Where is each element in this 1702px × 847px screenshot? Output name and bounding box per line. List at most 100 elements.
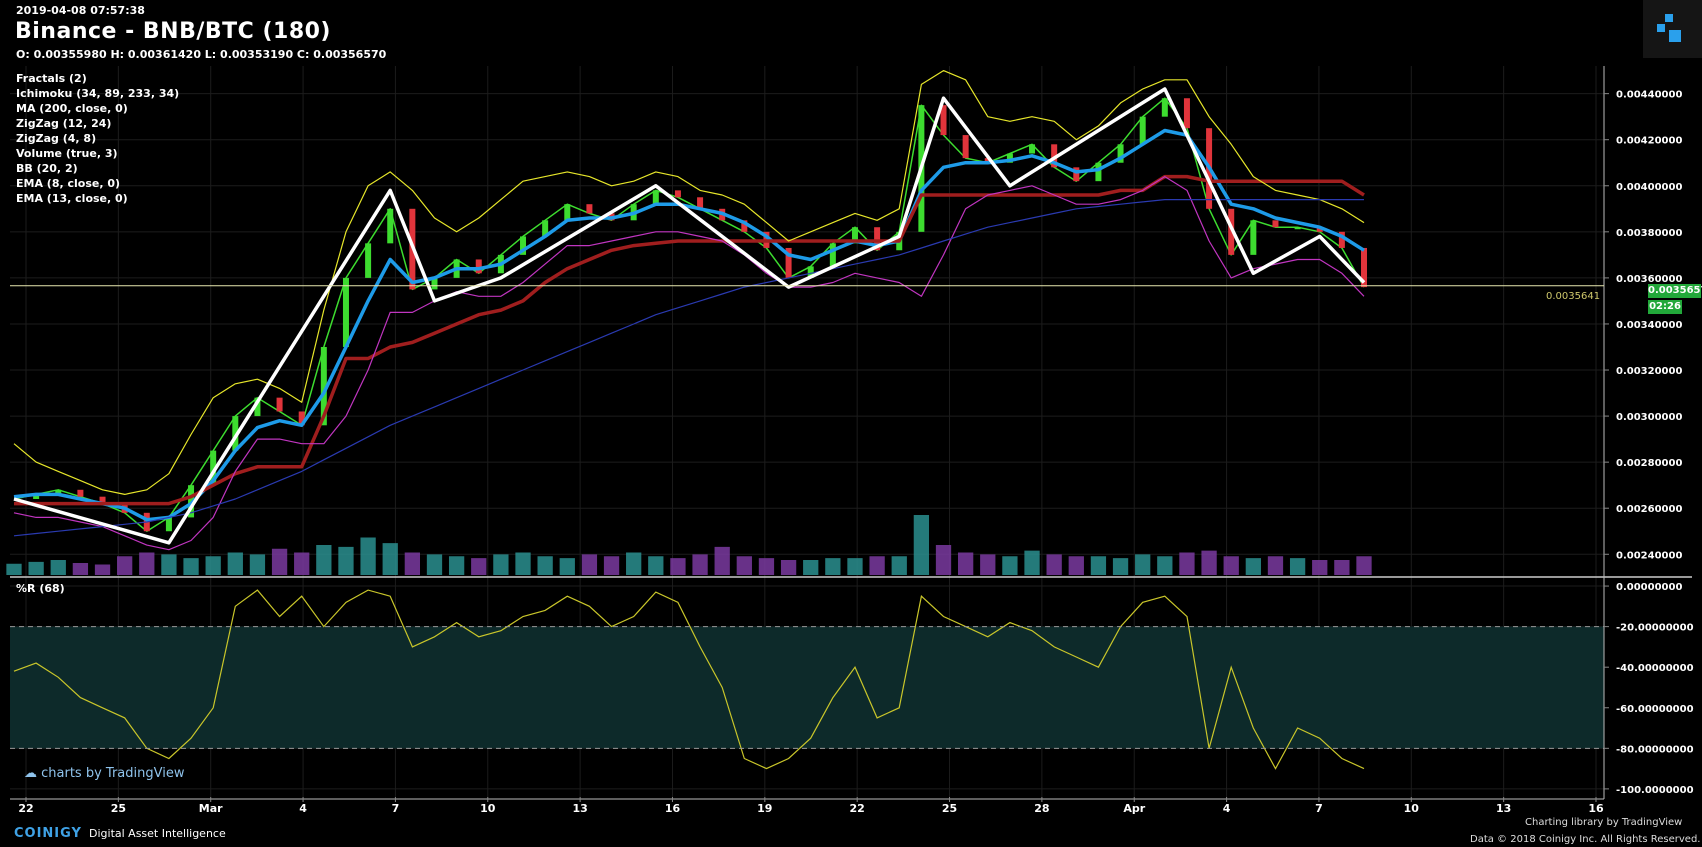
coinigy-logo[interactable]: COINIGY (14, 826, 82, 841)
candle (1294, 227, 1301, 230)
y-tick-label: 0.00420000 (1616, 136, 1682, 147)
volume-bar (1245, 558, 1261, 575)
volume-bar (94, 564, 111, 575)
series-bb_lower (13, 176, 1365, 551)
volume-bar (227, 552, 243, 575)
candle (1139, 116, 1146, 145)
oscillator-title[interactable]: %R (68) (16, 582, 65, 595)
volume-bar (404, 552, 421, 575)
y-tick-label: 0.00300000 (1616, 412, 1682, 423)
candle (542, 220, 549, 237)
candle (586, 204, 593, 214)
coinigy-corner-icon[interactable] (1643, 0, 1702, 58)
indicator-ichimoku[interactable]: Ichimoku (34, 89, 233, 34) (16, 87, 180, 100)
x-tick-label: 22 (18, 802, 33, 815)
volume-bar (6, 563, 22, 575)
x-tick-label: 28 (1034, 802, 1049, 815)
y-tick-label: 0.00320000 (1616, 366, 1682, 377)
candle (365, 243, 372, 278)
volume-bar (1289, 558, 1306, 575)
candle (874, 227, 881, 251)
tradingview-watermark[interactable]: ☁ charts by TradingView (24, 766, 184, 781)
volume-bar (869, 556, 885, 575)
volume-bar (1267, 556, 1284, 575)
cloud-icon: ☁ (24, 766, 37, 781)
candle (851, 227, 858, 244)
candle (254, 397, 261, 417)
volume-bar (935, 545, 952, 575)
x-tick-label: 10 (1404, 802, 1420, 815)
oscillator-band (10, 626, 1604, 749)
volume-bar (1356, 556, 1372, 575)
volume-bar (205, 556, 221, 575)
x-tick-label: 19 (757, 802, 772, 815)
candle (697, 197, 704, 209)
volume-bar (448, 556, 465, 575)
indicator-zigzag-12[interactable]: ZigZag (12, 24) (16, 117, 112, 130)
candle (1338, 231, 1345, 248)
volume-bar (1334, 560, 1350, 575)
volume-bar (1223, 556, 1239, 575)
indicator-fractals[interactable]: Fractals (2) (16, 72, 87, 85)
price-series (13, 70, 1367, 551)
volume-bar (758, 558, 775, 575)
ohlc-readout: O: 0.00355980 H: 0.00361420 L: 0.0035319… (16, 48, 387, 61)
volume-bar (139, 552, 155, 575)
candle (1272, 220, 1279, 228)
y-tick-label: 0.00360000 (1616, 274, 1682, 285)
indicator-ema-13[interactable]: EMA (13, close, 0) (16, 192, 128, 205)
volume-bar (515, 552, 531, 575)
volume-bar (670, 558, 686, 575)
osc-tick-label: -60.00000000 (1616, 704, 1694, 715)
volume-bar (161, 554, 177, 575)
candle (1183, 98, 1190, 129)
volume-bar (382, 543, 398, 575)
series-ma200 (13, 199, 1364, 537)
indicator-ema-8[interactable]: EMA (8, close, 0) (16, 177, 121, 190)
volume-bar (714, 546, 730, 575)
volume-bar (648, 556, 664, 575)
candle (940, 105, 947, 136)
x-tick-label: 13 (1496, 802, 1511, 815)
volume-bar (360, 537, 376, 575)
candle (475, 259, 482, 274)
candle (741, 220, 748, 232)
volume-bar (692, 554, 708, 575)
series-williams-r (13, 589, 1365, 770)
volume-bar (117, 556, 133, 575)
volume-bar (537, 556, 553, 575)
candle (165, 517, 172, 532)
x-tick-label: 10 (480, 802, 496, 815)
volume-bar (1135, 554, 1151, 575)
candle (785, 247, 792, 278)
indicator-zigzag-4[interactable]: ZigZag (4, 8) (16, 132, 97, 145)
candle (320, 346, 327, 426)
candle (431, 277, 438, 290)
last-price-tag: 0.00356570 (1648, 284, 1702, 298)
indicator-bb[interactable]: BB (20, 2) (16, 162, 78, 175)
volume-bar (1068, 556, 1084, 575)
candle (564, 204, 571, 221)
volume-bar (626, 552, 642, 575)
indicator-ma[interactable]: MA (200, close, 0) (16, 102, 128, 115)
y-tick-label: 0.00340000 (1616, 320, 1682, 331)
x-tick-label: Apr (1123, 802, 1145, 815)
chart-title: Binance - BNB/BTC (180) (15, 19, 331, 44)
candle (99, 496, 106, 504)
volume-bar (426, 554, 443, 575)
volume-bar (294, 552, 310, 575)
candle (55, 489, 62, 495)
axes (10, 66, 1692, 800)
candle (387, 208, 394, 244)
candle (962, 135, 969, 159)
volume-bar (603, 556, 620, 575)
x-axis-ticks: 22 25 Mar 4 7 10 13 16 19 22 25 28 Apr 4 7 10 13 16 (18, 797, 1604, 815)
x-tick-label: 7 (1315, 802, 1323, 815)
x-tick-label: 7 (392, 802, 400, 815)
x-tick-label: 16 (665, 802, 681, 815)
candle (1161, 98, 1168, 117)
indicator-volume[interactable]: Volume (true, 3) (16, 147, 118, 160)
charting-library-credit[interactable]: Charting library by TradingView (1525, 817, 1683, 828)
volume-bar (249, 554, 266, 575)
